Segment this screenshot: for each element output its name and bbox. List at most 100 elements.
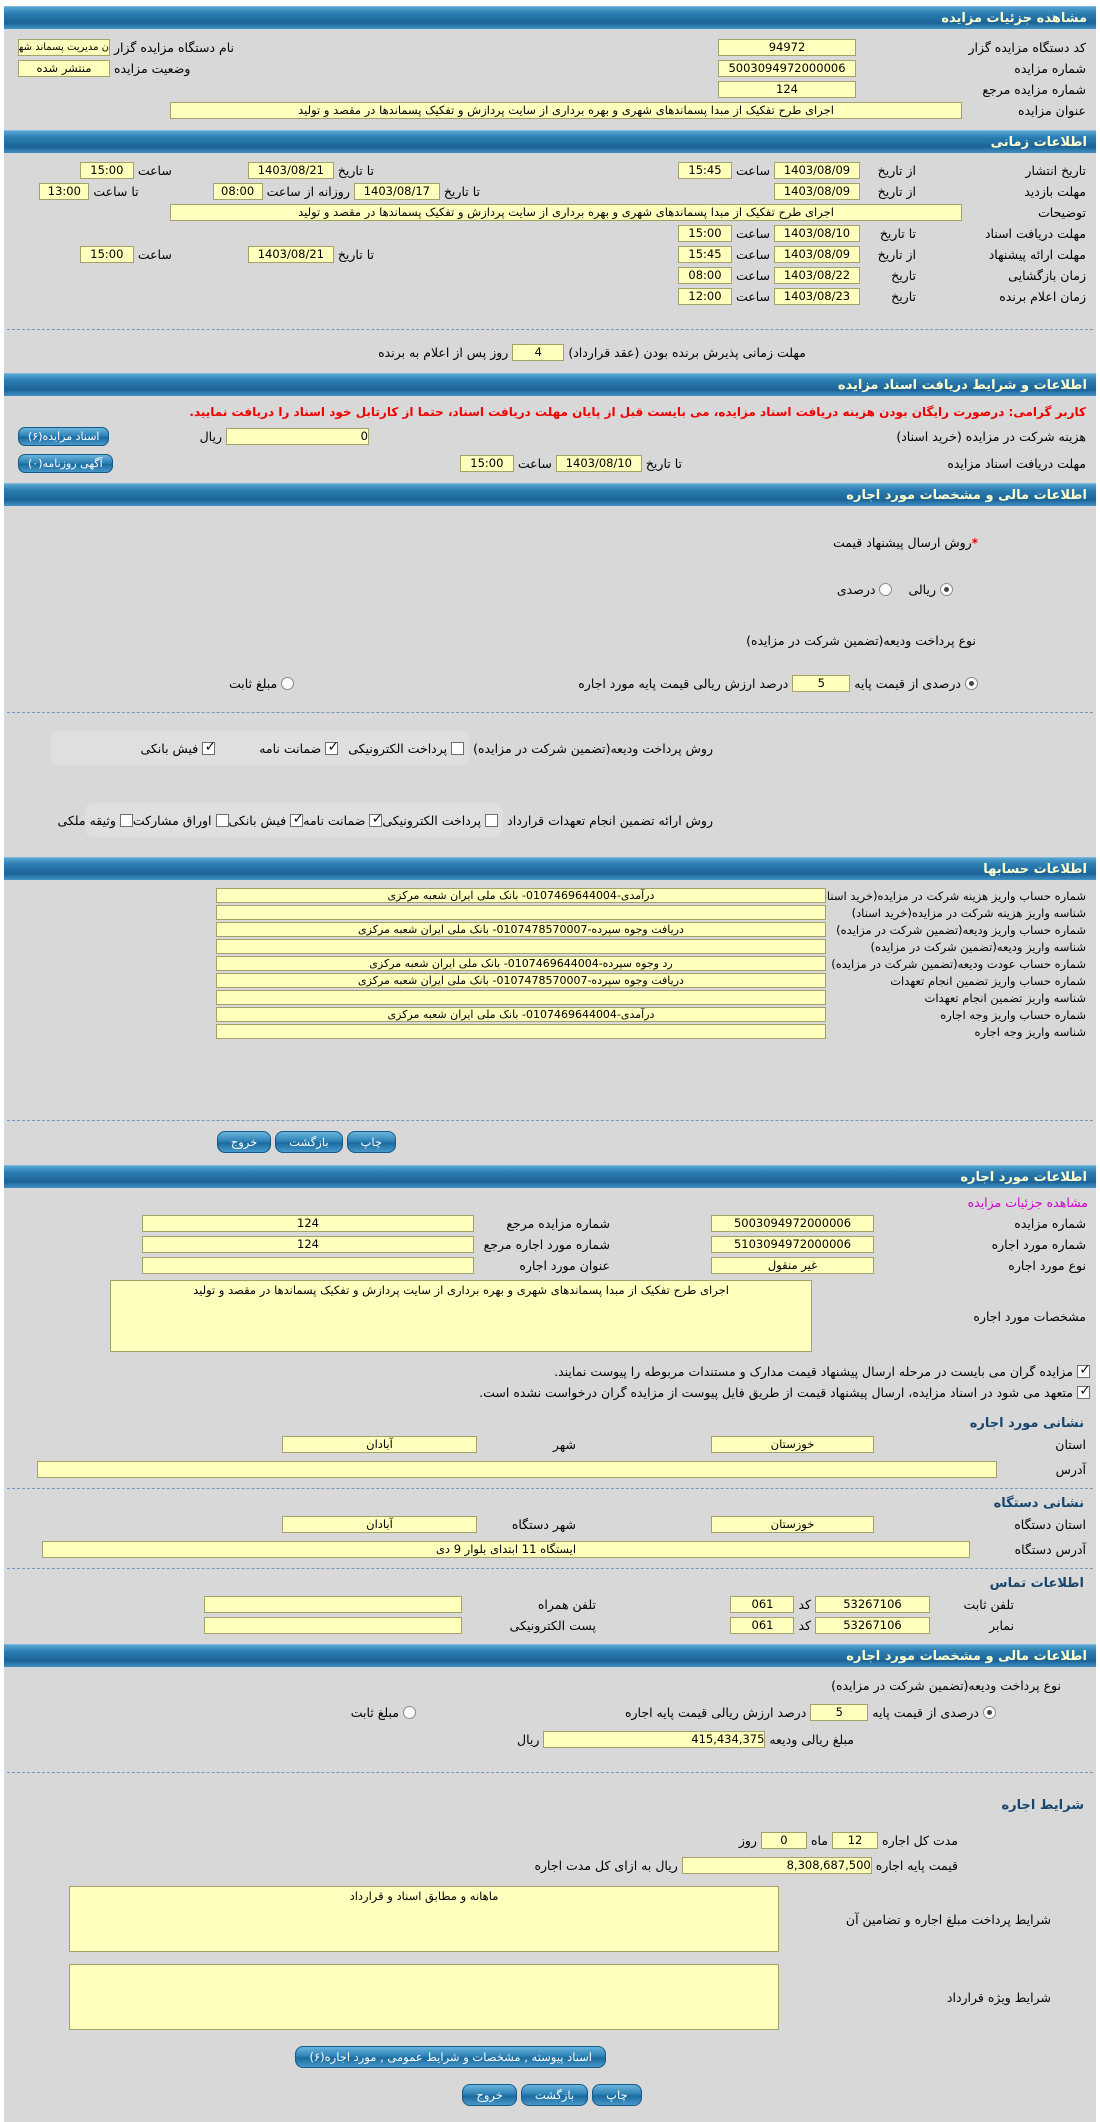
newspaper-ad-button[interactable]: آگهی روزنامه(۰) xyxy=(18,454,113,473)
item-no-field[interactable]: 5103094972000006 xyxy=(711,1236,874,1253)
percent-radio[interactable] xyxy=(879,583,893,596)
item-type-field[interactable]: غیر منقول xyxy=(711,1257,874,1274)
province-field[interactable]: خوزستان xyxy=(711,1436,874,1453)
account-field[interactable] xyxy=(216,1024,826,1039)
item-ref-field[interactable]: 124 xyxy=(142,1236,474,1253)
ref-no-field[interactable]: 124 xyxy=(718,81,856,98)
lease-days-field[interactable]: 0 xyxy=(760,1832,807,1849)
docs-deadline-date-field[interactable]: 1403/08/10 xyxy=(774,225,860,242)
email-field[interactable] xyxy=(204,1617,462,1634)
visit-to-date-field[interactable]: 1403/08/17 xyxy=(353,183,440,200)
lease-months-field[interactable]: 12 xyxy=(832,1832,879,1849)
account-field[interactable]: دریافت وجوه سپرده-0107478570007- بانک مل… xyxy=(216,922,826,937)
attached-documents-button[interactable]: اسناد پیوسته , مشخصات و شرایط عمومی , مو… xyxy=(295,2046,606,2068)
accept-deadline-label: مهلت زمانی پذیرش برنده بودن (عقد قرارداد… xyxy=(568,345,806,360)
status-field[interactable]: منتشر شده xyxy=(18,60,110,77)
divider xyxy=(7,1568,1093,1569)
guarantee-letter-checkbox[interactable] xyxy=(369,811,383,827)
exit-button[interactable]: خروج xyxy=(462,2084,517,2106)
description-field[interactable]: اجرای طرح تفکیک از مبدا پسماندهای شهری و… xyxy=(170,204,962,221)
accept-days-field[interactable]: 4 xyxy=(512,344,565,361)
participation-bonds-checkbox[interactable] xyxy=(215,813,229,827)
fax-field[interactable]: 53267106 xyxy=(815,1617,930,1634)
account-field[interactable]: درآمدی-0107469644004- بانک ملی ایران شعب… xyxy=(216,888,826,903)
auction-no-field[interactable]: 5003094972000006 xyxy=(718,60,856,77)
docs-deadline-time-field[interactable]: 15:00 xyxy=(677,225,732,242)
electronic-payment-checkbox[interactable] xyxy=(485,813,499,827)
mobile-field[interactable] xyxy=(204,1596,462,1613)
publish-from-date-field[interactable]: 1403/08/09 xyxy=(774,162,860,179)
fixed-amount-radio[interactable] xyxy=(281,677,295,690)
account-field[interactable]: رد وجوه سپرده-0107469644004- بانک ملی ای… xyxy=(216,956,826,971)
org-province-field[interactable]: خوزستان xyxy=(711,1516,874,1533)
winner-time-field[interactable]: 12:00 xyxy=(677,288,732,305)
item-specs-textarea[interactable]: اجرای طرح تفکیک از مبدا پسماندهای شهری و… xyxy=(110,1280,812,1352)
exit-button[interactable]: خروج xyxy=(216,1131,272,1153)
account-field[interactable]: درآمدی-0107469644004- بانک ملی ایران شعب… xyxy=(216,1007,826,1022)
org-address-label: آدرس دستگاه xyxy=(1014,1542,1086,1557)
auction-no-field[interactable]: 5003094972000006 xyxy=(711,1215,874,1232)
org-address-field[interactable]: ایستگاه 11 ابتدای بلوار 9 دی xyxy=(42,1541,970,1558)
rial-radio[interactable] xyxy=(940,583,953,596)
account-field[interactable] xyxy=(216,939,826,954)
attach-note-1-checkbox[interactable] xyxy=(1077,1362,1091,1378)
phone-field[interactable]: 53267106 xyxy=(815,1596,930,1613)
opening-time-field[interactable]: 08:00 xyxy=(677,267,732,284)
base-price-field[interactable]: 8,308,687,500 xyxy=(681,1857,872,1874)
deposit-amount-field[interactable]: 415,434,375 xyxy=(543,1731,766,1748)
visit-daily-from-field[interactable]: 08:00 xyxy=(212,183,263,200)
rial-label: ریال xyxy=(517,1732,540,1747)
publish-to-time-field[interactable]: 15:00 xyxy=(79,162,134,179)
agency-code-field[interactable]: 94972 xyxy=(718,39,856,56)
print-button[interactable]: چاپ xyxy=(346,1131,396,1153)
province-label: استان xyxy=(1055,1437,1086,1452)
offer-from-date-field[interactable]: 1403/08/09 xyxy=(774,246,860,263)
percent-of-base-radio[interactable] xyxy=(965,677,978,690)
publish-from-time-field[interactable]: 15:45 xyxy=(677,162,732,179)
deposit-percent-field[interactable]: 5 xyxy=(810,1704,869,1721)
row-attach-note-2: متعهد می شود در اسناد مزایده، ارسال پیشن… xyxy=(4,1382,1096,1403)
visit-daily-to-field[interactable]: 13:00 xyxy=(39,183,90,200)
doc-deadline-date-field[interactable]: 1403/08/10 xyxy=(555,455,642,472)
fixed-amount-radio[interactable] xyxy=(402,1706,416,1719)
agency-name-field[interactable]: ن مدیریت پسماند شهرداری xyxy=(18,39,110,56)
address-field[interactable] xyxy=(37,1461,997,1478)
opening-date-field[interactable]: 1403/08/22 xyxy=(774,267,860,284)
account-row: شماره حساب واریز هزینه شرکت در مزایده(خر… xyxy=(4,887,1096,904)
percent-of-base-radio[interactable] xyxy=(983,1706,996,1719)
city-field[interactable]: آبادان xyxy=(282,1436,477,1453)
print-button[interactable]: چاپ xyxy=(592,2084,642,2106)
offer-to-time-field[interactable]: 15:00 xyxy=(79,246,134,263)
account-row: شماره حساب واریز تضمین انجام تعهدات دریا… xyxy=(4,972,1096,989)
account-field[interactable]: دریافت وجوه سپرده-0107478570007- بانک مل… xyxy=(216,973,826,988)
account-field[interactable] xyxy=(216,990,826,1005)
bank-receipt-checkbox[interactable] xyxy=(202,739,216,755)
guarantee-letter-checkbox[interactable] xyxy=(325,739,339,755)
fax-code-field[interactable]: 061 xyxy=(730,1617,795,1634)
offer-from-time-field[interactable]: 15:45 xyxy=(677,246,732,263)
row-province-city: استان خوزستان شهر آبادان xyxy=(4,1434,1096,1455)
bank-receipt-checkbox[interactable] xyxy=(290,811,304,827)
back-button[interactable]: بازگشت xyxy=(520,2084,589,2106)
winner-date-field[interactable]: 1403/08/23 xyxy=(774,288,860,305)
special-terms-textarea[interactable] xyxy=(69,1964,779,2030)
doc-cost-field[interactable]: 0 xyxy=(226,428,369,445)
deposit-percent-field[interactable]: 5 xyxy=(792,675,851,692)
visit-from-date-field[interactable]: 1403/08/09 xyxy=(774,183,860,200)
view-auction-details-link[interactable]: مشاهده جزئیات مزایده xyxy=(967,1195,1088,1210)
account-field[interactable] xyxy=(216,905,826,920)
publish-to-date-field[interactable]: 1403/08/21 xyxy=(247,162,334,179)
org-city-field[interactable]: آبادان xyxy=(282,1516,477,1533)
property-collateral-checkbox[interactable] xyxy=(119,813,133,827)
back-button[interactable]: بازگشت xyxy=(275,1131,343,1153)
pay-terms-textarea[interactable]: ماهانه و مطابق اسناد و قرارداد xyxy=(69,1886,779,1952)
electronic-payment-checkbox[interactable] xyxy=(451,741,465,755)
doc-deadline-time-field[interactable]: 15:00 xyxy=(459,455,514,472)
phone-code-field[interactable]: 061 xyxy=(730,1596,795,1613)
auction-documents-button[interactable]: اسناد مزایده(۶) xyxy=(18,427,110,446)
item-title-field[interactable] xyxy=(142,1257,474,1274)
auction-title-field[interactable]: اجرای طرح تفکیک از مبدا پسماندهای شهری و… xyxy=(170,102,962,119)
auction-ref-field[interactable]: 124 xyxy=(142,1215,474,1232)
offer-to-date-field[interactable]: 1403/08/21 xyxy=(247,246,334,263)
attach-note-2-checkbox[interactable] xyxy=(1077,1383,1091,1399)
